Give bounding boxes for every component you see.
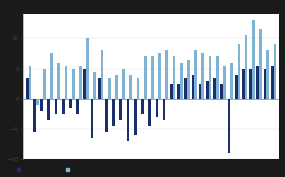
Bar [33,99,36,132]
Bar [223,65,226,99]
Bar [141,99,144,114]
Bar [55,99,57,114]
Bar [201,53,204,99]
Bar [235,75,237,99]
Bar [108,78,111,99]
Bar [156,99,158,117]
Bar [144,56,146,99]
Bar [274,44,276,99]
Bar [76,99,79,114]
Bar [98,78,101,99]
Bar [177,84,180,99]
Bar [43,69,46,99]
Bar [266,50,269,99]
Bar [187,59,190,99]
Bar [230,62,233,99]
Bar [36,99,38,105]
Bar [256,65,259,99]
Bar [86,38,89,99]
Bar [194,50,197,99]
Legend: , : , [17,167,70,172]
Bar [69,99,72,108]
Bar [237,44,240,99]
Bar [227,99,230,153]
Bar [50,53,53,99]
Bar [119,99,122,120]
Bar [213,78,216,99]
Bar [264,69,266,99]
Bar [101,50,103,99]
Bar [192,75,194,99]
Bar [184,78,187,99]
Bar [93,72,96,99]
Bar [163,99,166,120]
Bar [105,99,108,132]
Bar [115,75,118,99]
Bar [26,78,28,99]
Bar [79,65,82,99]
Bar [134,99,137,135]
Bar [137,78,139,99]
Bar [199,84,201,99]
Bar [72,69,75,99]
Bar [180,62,183,99]
Bar [252,20,255,99]
Bar [91,99,93,138]
Bar [220,84,223,99]
Bar [170,84,173,99]
Bar [47,99,50,120]
Bar [40,99,43,111]
Bar [62,99,65,114]
Bar [206,81,209,99]
Bar [209,56,211,99]
Bar [112,99,115,126]
Bar [151,56,154,99]
Bar [57,62,60,99]
Bar [166,50,168,99]
Bar [245,35,247,99]
Bar [242,69,245,99]
Bar [259,29,262,99]
Bar [84,69,86,99]
Bar [129,75,132,99]
Bar [158,53,161,99]
Bar [271,65,274,99]
Bar [148,99,151,126]
Bar [127,99,129,141]
Bar [216,56,219,99]
Bar [122,69,125,99]
Bar [173,56,175,99]
Bar [249,69,252,99]
Bar [65,65,67,99]
Bar [28,65,31,99]
